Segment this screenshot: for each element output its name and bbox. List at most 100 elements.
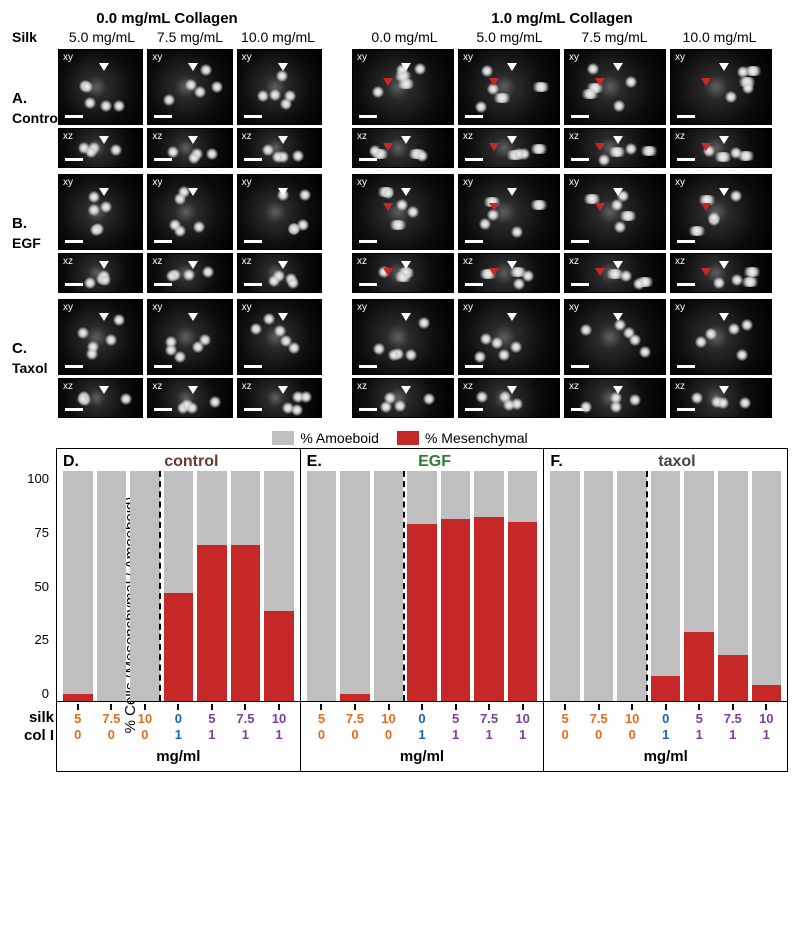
bar bbox=[718, 471, 748, 701]
microscopy-section: 0.0 mg/mL Collagen Silk 5.0 mg/mL7.5 mg/… bbox=[0, 0, 800, 424]
collagen-divider bbox=[403, 471, 405, 701]
bar-segment-amoeboid bbox=[441, 471, 471, 519]
bar-segment-amoeboid bbox=[340, 471, 370, 694]
bar-segment-amoeboid bbox=[374, 471, 404, 701]
bar-segment-amoeboid bbox=[307, 471, 337, 701]
bar-segment-mesenchymal bbox=[407, 524, 437, 701]
x-label-silk: 10 bbox=[617, 711, 647, 726]
chart-panel-letter: E. bbox=[307, 453, 322, 471]
microscopy-panel-xy: xy bbox=[58, 174, 143, 250]
silk-header-row-left: Silk 5.0 mg/mL7.5 mg/mL10.0 mg/mL bbox=[12, 29, 322, 45]
micro-block-with-collagen: 1.0 mg/mL Collagen 0.0 mg/mL5.0 mg/mL7.5… bbox=[352, 10, 772, 418]
microscopy-panel-xy: xy bbox=[564, 299, 666, 375]
plane-label: xy bbox=[242, 302, 252, 313]
plane-label: xy bbox=[463, 302, 473, 313]
microscopy-panel-xz: xz bbox=[58, 128, 143, 168]
scale-bar bbox=[571, 283, 589, 286]
x-axis-block: 57.510057.5100001111 bbox=[57, 701, 300, 746]
x-label-silk: 5 bbox=[550, 711, 580, 726]
x-label-col: 1 bbox=[718, 727, 748, 742]
x-label-col: 1 bbox=[474, 727, 504, 742]
scale-bar bbox=[359, 115, 377, 118]
bar bbox=[130, 471, 160, 701]
microscopy-panel-xy: xy bbox=[670, 299, 772, 375]
panel-grid: xyxyxyxyxzxzxzxz bbox=[352, 49, 772, 168]
x-label-silk: 7.5 bbox=[340, 711, 370, 726]
microscopy-panel-xy: xy bbox=[352, 49, 454, 125]
chart-panel-title: EGF bbox=[332, 453, 538, 471]
microscopy-panel-xz: xz bbox=[564, 128, 666, 168]
panel-grid: xyxyxyxyxzxzxzxz bbox=[352, 174, 772, 293]
microscopy-panel-xz: xz bbox=[564, 253, 666, 293]
scale-bar bbox=[677, 365, 695, 368]
treatment-row: xyxyxyxyxzxzxzxz bbox=[352, 174, 772, 293]
plane-label: xy bbox=[152, 302, 162, 313]
x-tick bbox=[584, 704, 614, 710]
y-axis-ticks: 1007550250 bbox=[9, 471, 53, 701]
x-axis-block: 57.510057.5100001111 bbox=[301, 701, 544, 746]
panel-grid: xyxyxyxzxzxz bbox=[58, 174, 322, 293]
x-label-col: 1 bbox=[264, 727, 294, 742]
plane-label: xy bbox=[63, 52, 73, 63]
bar-segment-mesenchymal bbox=[63, 694, 93, 701]
bar-segment-mesenchymal bbox=[264, 611, 294, 701]
x-label-col: 1 bbox=[508, 727, 538, 742]
plane-label: xz bbox=[463, 381, 473, 392]
microscopy-panel-xz: xz bbox=[147, 253, 232, 293]
plane-label: xy bbox=[675, 302, 685, 313]
microscopy-panel-xz: xz bbox=[352, 128, 454, 168]
bar-segment-mesenchymal bbox=[231, 545, 261, 701]
silk-column-header: 10.0 mg/mL bbox=[667, 29, 772, 45]
x-tick bbox=[508, 704, 538, 710]
unit-label: mg/ml bbox=[57, 746, 300, 771]
scale-bar bbox=[571, 240, 589, 243]
plane-label: xy bbox=[63, 302, 73, 313]
bar-segment-amoeboid bbox=[684, 471, 714, 632]
plane-label: xz bbox=[242, 256, 252, 267]
x-label-col: 1 bbox=[441, 727, 471, 742]
bar-segment-amoeboid bbox=[617, 471, 647, 701]
plane-label: xy bbox=[675, 177, 685, 188]
plane-label: xy bbox=[357, 302, 367, 313]
silk-label: Silk bbox=[12, 29, 58, 45]
plane-label: xz bbox=[569, 256, 579, 267]
scale-bar bbox=[677, 158, 695, 161]
unit-label: mg/ml bbox=[301, 746, 544, 771]
x-label-silk: 7.5 bbox=[718, 711, 748, 726]
plane-label: xz bbox=[675, 381, 685, 392]
bar bbox=[474, 471, 504, 701]
scale-bar bbox=[65, 283, 83, 286]
x-tick bbox=[340, 704, 370, 710]
plane-label: xz bbox=[675, 131, 685, 142]
swatch-amoeboid bbox=[272, 431, 294, 445]
microscopy-panel-xy: xy bbox=[352, 299, 454, 375]
x-label-silk: 10 bbox=[752, 711, 782, 726]
plane-label: xz bbox=[63, 256, 73, 267]
microscopy-panel-xy: xy bbox=[58, 49, 143, 125]
y-tick-label: 100 bbox=[9, 471, 49, 486]
legend: % Amoeboid % Mesenchymal bbox=[0, 430, 800, 446]
x-label-col: 0 bbox=[374, 727, 404, 742]
bar-segment-amoeboid bbox=[550, 471, 580, 701]
x-label-col: 0 bbox=[550, 727, 580, 742]
bar bbox=[617, 471, 647, 701]
scale-bar bbox=[359, 365, 377, 368]
treatment-name: Taxol bbox=[12, 361, 58, 376]
scale-bar bbox=[154, 115, 172, 118]
scale-bar bbox=[244, 408, 262, 411]
silk-columns-right: 0.0 mg/mL5.0 mg/mL7.5 mg/mL10.0 mg/mL bbox=[352, 29, 772, 45]
x-label-silk: 7.5 bbox=[474, 711, 504, 726]
microscopy-panel-xy: xy bbox=[670, 49, 772, 125]
x-label-col: 1 bbox=[651, 727, 681, 742]
bar-segment-mesenchymal bbox=[684, 632, 714, 701]
y-tick-label: 75 bbox=[9, 525, 49, 540]
microscopy-panel-xz: xz bbox=[458, 253, 560, 293]
x-label-silk: 5 bbox=[684, 711, 714, 726]
silk-header-row-right: 0.0 mg/mL5.0 mg/mL7.5 mg/mL10.0 mg/mL bbox=[352, 29, 772, 45]
x-label-silk: 5 bbox=[63, 711, 93, 726]
bar bbox=[164, 471, 194, 701]
scale-bar bbox=[244, 283, 262, 286]
scale-bar bbox=[154, 158, 172, 161]
x-label-silk: 10 bbox=[508, 711, 538, 726]
scale-bar bbox=[244, 365, 262, 368]
